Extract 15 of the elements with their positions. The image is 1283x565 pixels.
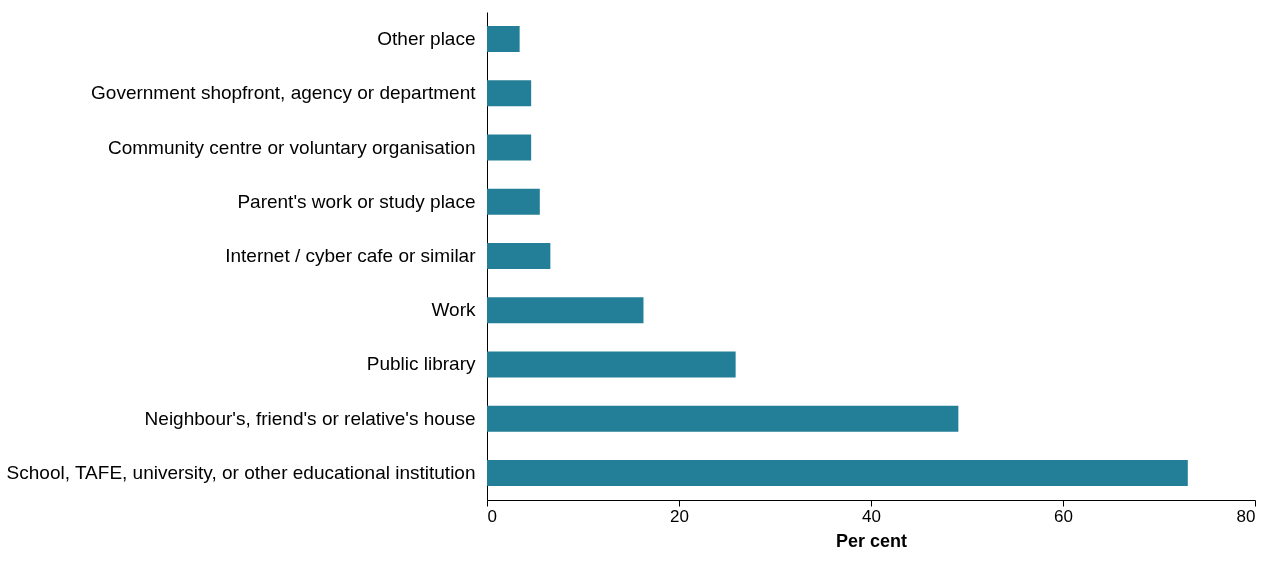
x-tick-label: 80 bbox=[1236, 506, 1256, 526]
y-tick-label: School, TAFE, university, or other educational institution bbox=[6, 461, 476, 483]
y-tick-label: Government shopfront, agency or department bbox=[91, 82, 477, 104]
x-tick-label: 60 bbox=[1054, 506, 1073, 526]
y-tick-label: Community centre or voluntary organisation bbox=[107, 136, 476, 158]
x-tick-label: 0 bbox=[487, 506, 497, 526]
y-tick-label: Other place bbox=[377, 28, 476, 50]
y-tick-label: Neighbour's, friend's or relative's house bbox=[144, 407, 476, 429]
y-tick-label: Internet / cyber cafe or similar bbox=[225, 245, 477, 266]
x-tick-label: 40 bbox=[862, 506, 881, 526]
y-tick-label: Public library bbox=[366, 353, 476, 375]
y-tick-label: Work bbox=[431, 299, 476, 321]
x-tick-label: 20 bbox=[670, 506, 689, 526]
y-tick-label: Parent's work or study place bbox=[237, 190, 476, 212]
x-axis-title: Per cent bbox=[835, 530, 908, 551]
